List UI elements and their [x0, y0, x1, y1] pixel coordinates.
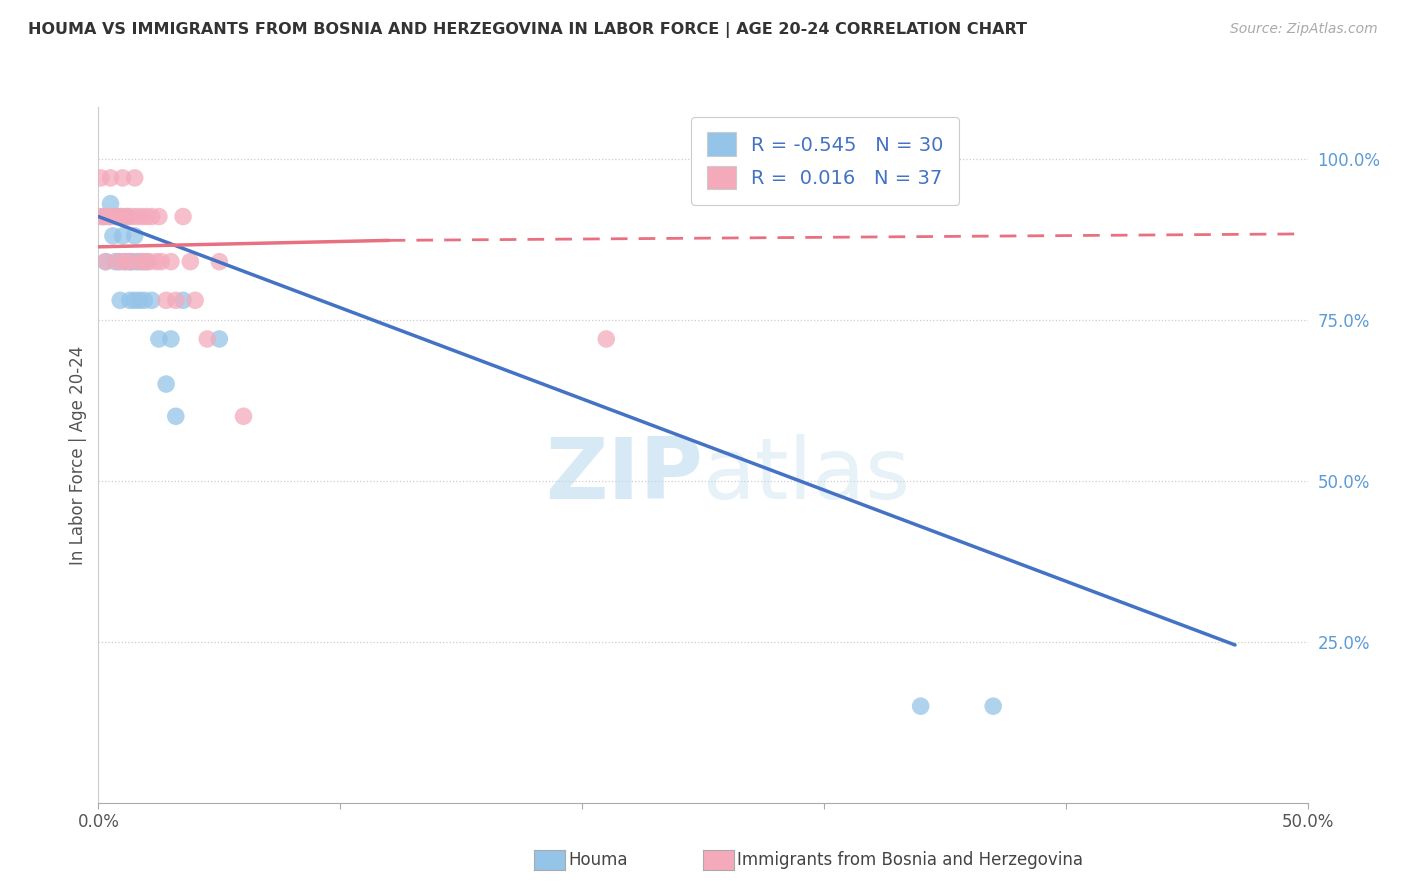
- Point: [118, 254, 141, 268]
- Point: [100, 196, 122, 211]
- Text: ZIP: ZIP: [546, 434, 703, 517]
- Point: [111, 210, 134, 224]
- Point: [124, 293, 146, 308]
- Point: [111, 228, 134, 243]
- Point: [981, 699, 1004, 714]
- Point: [155, 377, 177, 392]
- Point: [118, 293, 141, 308]
- Point: [97, 210, 120, 224]
- Point: [145, 254, 167, 268]
- Point: [150, 254, 173, 268]
- Point: [595, 332, 617, 346]
- Point: [141, 293, 163, 308]
- Point: [100, 170, 122, 185]
- Point: [131, 210, 153, 224]
- Point: [208, 332, 231, 346]
- Point: [104, 210, 127, 224]
- Point: [117, 210, 139, 224]
- Point: [128, 254, 150, 268]
- Point: [94, 254, 117, 268]
- Text: atlas: atlas: [703, 434, 911, 517]
- Point: [148, 332, 170, 346]
- Text: Houma: Houma: [568, 851, 627, 869]
- Point: [108, 254, 131, 268]
- Y-axis label: In Labor Force | Age 20-24: In Labor Force | Age 20-24: [69, 345, 87, 565]
- Point: [134, 293, 156, 308]
- Point: [114, 254, 136, 268]
- Text: Source: ZipAtlas.com: Source: ZipAtlas.com: [1230, 22, 1378, 37]
- Point: [117, 210, 139, 224]
- Point: [155, 293, 177, 308]
- Point: [160, 254, 183, 268]
- Point: [127, 254, 149, 268]
- Point: [165, 293, 187, 308]
- Legend: R = -0.545   N = 30, R =  0.016   N = 37: R = -0.545 N = 30, R = 0.016 N = 37: [692, 117, 959, 205]
- Point: [101, 228, 124, 243]
- Text: Immigrants from Bosnia and Herzegovina: Immigrants from Bosnia and Herzegovina: [737, 851, 1083, 869]
- Point: [141, 210, 163, 224]
- Point: [910, 699, 932, 714]
- Point: [107, 210, 129, 224]
- Point: [104, 254, 127, 268]
- Point: [118, 254, 141, 268]
- Point: [135, 210, 157, 224]
- Point: [114, 254, 136, 268]
- Text: HOUMA VS IMMIGRANTS FROM BOSNIA AND HERZEGOVINA IN LABOR FORCE | AGE 20-24 CORRE: HOUMA VS IMMIGRANTS FROM BOSNIA AND HERZ…: [28, 22, 1028, 38]
- Point: [172, 210, 194, 224]
- Point: [195, 332, 218, 346]
- Point: [135, 254, 157, 268]
- Point: [124, 228, 146, 243]
- Point: [184, 293, 207, 308]
- Point: [94, 254, 117, 268]
- Point: [232, 409, 254, 424]
- Point: [128, 293, 150, 308]
- Point: [100, 210, 122, 224]
- Point: [91, 210, 114, 224]
- Point: [87, 210, 110, 224]
- Point: [131, 254, 153, 268]
- Point: [108, 293, 131, 308]
- Point: [172, 293, 194, 308]
- Point: [138, 254, 160, 268]
- Point: [124, 170, 146, 185]
- Point: [90, 170, 112, 185]
- Point: [127, 210, 149, 224]
- Point: [121, 254, 143, 268]
- Point: [91, 210, 114, 224]
- Point: [134, 254, 156, 268]
- Point: [160, 332, 183, 346]
- Point: [108, 210, 131, 224]
- Point: [107, 254, 129, 268]
- Point: [121, 210, 143, 224]
- Point: [165, 409, 187, 424]
- Point: [208, 254, 231, 268]
- Point: [148, 210, 170, 224]
- Point: [179, 254, 201, 268]
- Point: [111, 170, 134, 185]
